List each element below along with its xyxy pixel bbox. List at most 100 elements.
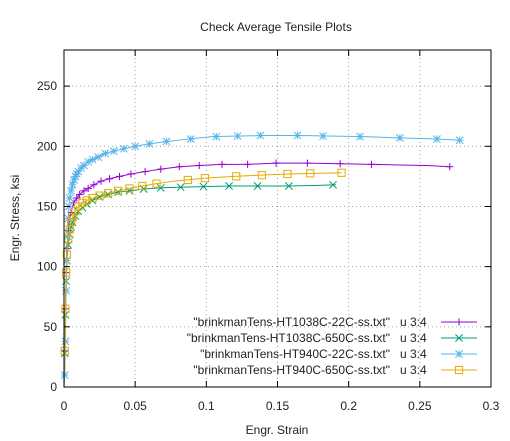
data-point-stroke bbox=[119, 144, 128, 153]
data-point bbox=[104, 189, 113, 198]
data-point-stroke bbox=[94, 153, 103, 162]
data-point bbox=[131, 142, 140, 151]
data-point bbox=[455, 350, 463, 358]
data-point bbox=[329, 180, 337, 189]
data-point bbox=[212, 132, 221, 141]
data-point bbox=[115, 172, 124, 180]
data-point bbox=[272, 159, 280, 167]
data-point bbox=[284, 182, 293, 190]
x-tick-label: 0.25 bbox=[408, 399, 432, 413]
data-point bbox=[175, 163, 183, 171]
data-point-stroke bbox=[131, 142, 140, 151]
data-point bbox=[176, 183, 185, 192]
data-point bbox=[455, 136, 464, 145]
y-tick-label: 200 bbox=[37, 139, 57, 153]
data-point bbox=[319, 132, 328, 141]
data-point-stroke bbox=[253, 182, 262, 190]
data-point bbox=[78, 198, 87, 207]
series-4 bbox=[60, 168, 346, 388]
x-tick-label: 0 bbox=[61, 399, 68, 413]
legend-using: u 3:4 bbox=[400, 315, 427, 329]
data-point-box bbox=[104, 189, 113, 198]
data-point bbox=[454, 365, 464, 375]
data-point-box bbox=[61, 304, 70, 313]
data-point-stroke bbox=[101, 149, 110, 158]
y-tick-label: 0 bbox=[50, 380, 57, 394]
data-point bbox=[195, 161, 203, 170]
data-point-box bbox=[306, 169, 315, 178]
data-point bbox=[64, 234, 73, 244]
data-point bbox=[61, 304, 70, 313]
data-point bbox=[84, 184, 92, 193]
data-point bbox=[68, 180, 77, 189]
data-point bbox=[141, 167, 149, 176]
data-point-stroke bbox=[67, 222, 76, 231]
y-axis-label: Engr. Stress, ksi bbox=[8, 175, 22, 262]
legend-using: u 3:4 bbox=[400, 347, 427, 361]
data-point bbox=[105, 175, 114, 183]
data-point bbox=[306, 169, 315, 178]
data-point bbox=[76, 190, 84, 199]
data-point bbox=[233, 132, 242, 141]
y-tick-label: 150 bbox=[37, 199, 57, 213]
data-point bbox=[232, 172, 241, 181]
data-point bbox=[145, 139, 154, 148]
x-tick-label: 0.2 bbox=[340, 399, 357, 413]
data-point bbox=[127, 170, 135, 178]
data-point bbox=[67, 218, 76, 227]
data-point bbox=[67, 186, 76, 195]
data-point bbox=[186, 135, 195, 144]
data-point-stroke bbox=[455, 350, 463, 358]
axis-ticks: 0 0.05 0.1 0.15 0.2 0.25 0.3 0 50 100 150 200 250 bbox=[37, 50, 500, 413]
legend-entry: "brinkmanTens-HT940C-22C-ss.txt" u 3:4 bbox=[200, 347, 477, 361]
data-point-stroke bbox=[212, 132, 221, 141]
data-point-stroke bbox=[176, 183, 185, 192]
data-point-stroke bbox=[293, 131, 302, 140]
data-point-stroke bbox=[225, 182, 234, 190]
data-point bbox=[119, 144, 128, 153]
legend-entry: "brinkmanTens-HT1038C-650C-ss.txt" u 3:4 bbox=[187, 331, 477, 345]
data-point bbox=[61, 337, 70, 346]
data-point bbox=[101, 149, 110, 158]
data-point-stroke bbox=[109, 147, 118, 156]
data-point-stroke bbox=[233, 132, 242, 141]
data-point bbox=[71, 207, 80, 216]
data-point bbox=[199, 182, 208, 191]
data-point-stroke bbox=[68, 180, 77, 189]
x-tick-label: 0.3 bbox=[483, 399, 500, 413]
legend-using: u 3:4 bbox=[400, 331, 427, 345]
data-point bbox=[336, 160, 344, 168]
y-tick-label: 100 bbox=[37, 260, 57, 274]
y-tick-label: 50 bbox=[44, 320, 58, 334]
data-point-stroke bbox=[455, 334, 463, 342]
x-tick-label: 0.15 bbox=[266, 399, 290, 413]
data-point-box bbox=[64, 234, 73, 244]
data-point bbox=[303, 159, 311, 167]
chart-title: Check Average Tensile Plots bbox=[200, 20, 352, 34]
data-point bbox=[65, 194, 74, 202]
data-point-box bbox=[71, 207, 80, 216]
data-point bbox=[337, 168, 346, 177]
data-point-box bbox=[95, 191, 104, 200]
data-point-box bbox=[283, 169, 292, 179]
data-point-box bbox=[257, 171, 266, 180]
legend-label: "brinkmanTens-HT940C-650C-ss.txt" bbox=[193, 363, 390, 377]
data-point-box bbox=[60, 346, 69, 355]
legend-entry: "brinkmanTens-HT1038C-22C-ss.txt" u 3:4 bbox=[193, 315, 477, 329]
data-point-stroke bbox=[67, 186, 76, 195]
legend-label: "brinkmanTens-HT1038C-650C-ss.txt" bbox=[187, 331, 390, 345]
data-point bbox=[455, 334, 463, 342]
data-point bbox=[257, 171, 266, 180]
data-point-stroke bbox=[156, 183, 165, 192]
data-point bbox=[200, 174, 210, 183]
data-point-box bbox=[138, 181, 147, 191]
data-point bbox=[156, 183, 165, 192]
data-point-stroke bbox=[319, 132, 328, 141]
data-point-box bbox=[125, 184, 134, 193]
data-point bbox=[80, 187, 88, 195]
data-point bbox=[432, 135, 441, 144]
data-point-stroke bbox=[162, 137, 171, 146]
data-point bbox=[152, 179, 161, 188]
data-point bbox=[162, 137, 171, 146]
